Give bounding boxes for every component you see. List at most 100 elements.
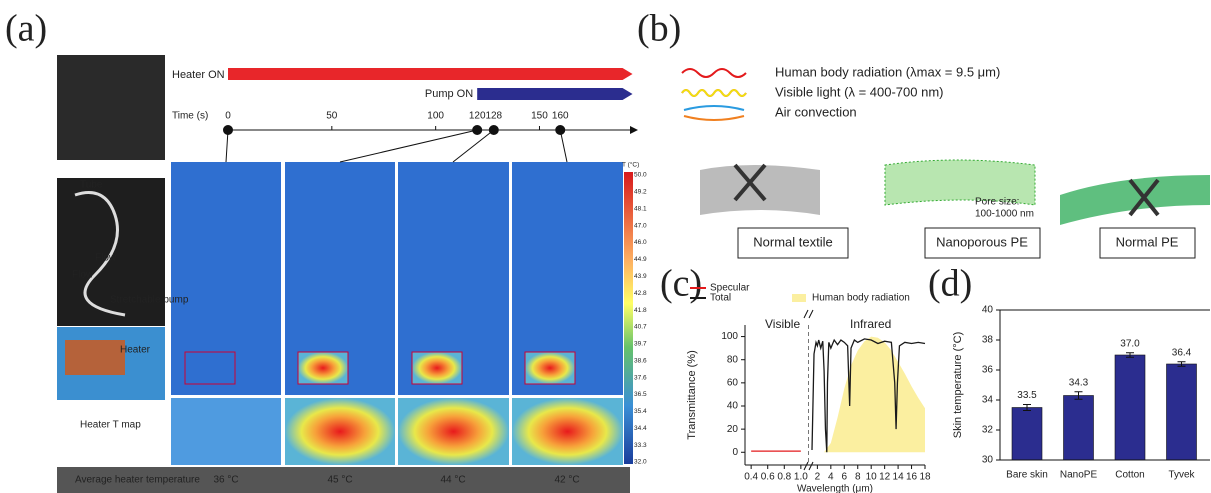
y-tick-label: 100: [721, 331, 738, 342]
bar: [1063, 395, 1094, 461]
x-tick-label: 2: [815, 472, 821, 483]
photo-label: Stretchable pump: [110, 295, 189, 306]
value-label: 36.4: [1172, 347, 1192, 358]
colorbar-label: 42.8: [634, 290, 647, 297]
x-tick-label: 8: [855, 472, 861, 483]
pump-on: Pump ON: [425, 88, 473, 100]
photo-label: Flow: [72, 270, 94, 281]
panel-label: (a): [5, 8, 47, 50]
avg-temp: 45 °C: [327, 475, 352, 486]
avg-temp: 44 °C: [440, 475, 465, 486]
zoom-image: [171, 398, 281, 465]
connector: [225, 129, 229, 163]
material-label: Normal textile: [753, 234, 832, 249]
y-tick-label: 80: [727, 354, 739, 365]
zoom-box: [411, 351, 463, 385]
colorbar-label: 41.8: [634, 307, 647, 314]
legend-text: Human body radiation: [812, 293, 910, 304]
panel-label: (b): [637, 8, 681, 50]
colorbar-label: 44.9: [634, 256, 647, 263]
pore-size: 100-1000 nm: [975, 209, 1034, 220]
legend-text: Human body radiation (λmax = 9.5 μm): [775, 64, 1000, 79]
zoom-image: [285, 398, 395, 465]
material-box: [1099, 227, 1196, 259]
x-tick-label: 0.6: [761, 472, 775, 483]
time-tick-label: 120: [469, 111, 486, 122]
legend-icon: [683, 115, 745, 121]
colorbar-label: 50.0: [634, 172, 647, 179]
avg-label: Average heater temperature: [75, 475, 200, 486]
region-label: Infrared: [850, 317, 891, 331]
avg-temp: 42 °C: [554, 475, 579, 486]
y-tick-label: 36: [982, 365, 994, 376]
heater-on: Heater ON: [172, 69, 225, 81]
connector: [559, 129, 568, 163]
bar: [1114, 354, 1146, 461]
pore-size: Pore size:: [975, 197, 1019, 208]
colorbar-label: 49.2: [634, 189, 647, 196]
pump-bar: [477, 88, 633, 100]
zoom-box: [184, 351, 236, 385]
colorbar-label: 32.0: [634, 459, 647, 466]
material-box: [924, 227, 1041, 259]
colorbar-label: 36.5: [634, 391, 647, 398]
colorbar-label: 37.6: [634, 374, 647, 381]
zoom-box: [524, 351, 576, 385]
error-bar: [1177, 361, 1186, 367]
material-box: [737, 227, 849, 259]
error-bar: [1074, 391, 1083, 400]
connector: [339, 129, 478, 163]
avg-bar: [57, 467, 630, 493]
x-tick-label: 18: [919, 472, 931, 483]
y-tick-label: 0: [732, 447, 738, 458]
bar: [1166, 363, 1197, 461]
textile: [700, 165, 820, 215]
time-tick-label: 150: [531, 111, 548, 122]
legend-text: Specular: [710, 283, 750, 294]
heater-photo: [65, 340, 125, 375]
block-cross: [733, 163, 1160, 217]
y-tick-label: 40: [727, 401, 739, 412]
nanope: [884, 159, 1036, 206]
tube: [74, 191, 126, 317]
normal-pe: [1060, 175, 1210, 225]
time-marker: [223, 125, 233, 135]
colorbar-label: 47.0: [634, 222, 647, 229]
avg-temp: 36 °C: [213, 475, 238, 486]
x-tick-label: 4: [828, 472, 834, 483]
colorbar-label: 48.1: [634, 205, 647, 212]
time-tick-label: 128: [485, 111, 502, 122]
thermal-images: [57, 162, 633, 493]
connector: [452, 129, 495, 163]
photo-label: Heater: [120, 345, 151, 356]
x-tick-label: 0.8: [777, 472, 791, 483]
axis-break: [803, 309, 814, 471]
value-label: 33.5: [1017, 390, 1037, 401]
x-tick-label: Tyvek: [1168, 470, 1195, 481]
fabrics: [681, 68, 1210, 259]
x-tick-label: 12: [879, 472, 891, 483]
colorbar: [624, 172, 633, 464]
colorbar-label: 33.3: [634, 442, 647, 449]
time-marker: [488, 125, 499, 135]
colorbar-label: 46.0: [634, 239, 647, 246]
heater-bar: [228, 68, 633, 80]
bar: [1011, 407, 1043, 461]
photo-label: Tube: [80, 180, 103, 191]
zoom-image: [512, 398, 623, 465]
axis: [999, 309, 1210, 461]
x-tick-label: Cotton: [1115, 470, 1144, 481]
material-label: Nanoporous PE: [936, 234, 1028, 249]
time-tick-label: 50: [326, 111, 338, 122]
y-tick-label: 30: [982, 455, 994, 466]
photos: [57, 55, 165, 400]
value-label: 37.0: [1120, 338, 1140, 349]
x-tick-label: 6: [842, 472, 848, 483]
time-marker: [555, 125, 566, 135]
time-arrow: [630, 126, 638, 134]
x-tick-label: NanoPE: [1060, 470, 1098, 481]
legend-swatch: [792, 294, 806, 302]
legend-text: Total: [710, 293, 731, 304]
legend-icon: [681, 89, 747, 97]
